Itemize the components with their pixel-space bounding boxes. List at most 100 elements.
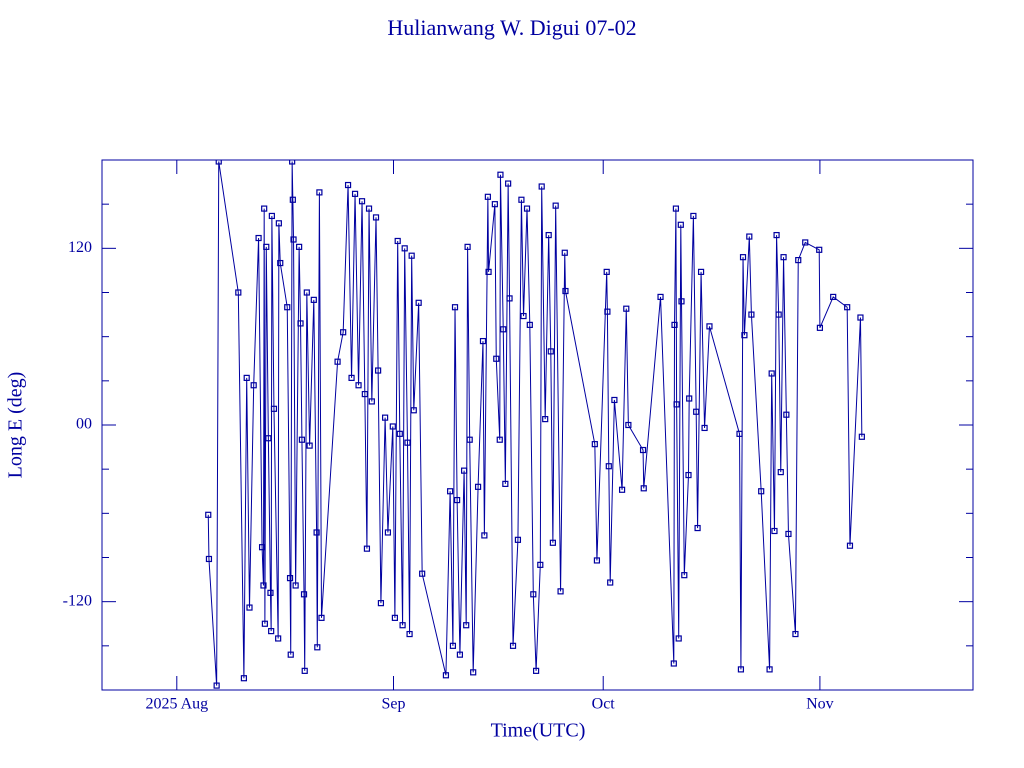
data-point <box>552 202 559 209</box>
data-point <box>215 160 222 165</box>
data-point <box>514 536 522 543</box>
data-point <box>604 308 611 315</box>
data-point <box>358 198 366 205</box>
data-point <box>372 214 380 221</box>
data-point <box>213 682 220 689</box>
data-point <box>694 524 701 532</box>
data-point <box>538 183 545 190</box>
data-point <box>292 582 299 589</box>
data-point <box>310 296 317 303</box>
data-point <box>509 642 517 649</box>
data-point <box>549 539 556 546</box>
data-point <box>593 557 601 564</box>
data-point <box>355 382 362 389</box>
data-line <box>207 161 863 686</box>
data-point <box>591 441 598 448</box>
data-point <box>235 289 242 296</box>
data-point <box>474 483 482 490</box>
data-point <box>603 268 610 275</box>
y-tick-label: 120 <box>68 239 92 256</box>
data-point <box>844 304 851 311</box>
data-point <box>275 635 282 642</box>
data-point <box>361 390 368 398</box>
data-point <box>382 414 389 421</box>
data-point <box>520 312 527 320</box>
x-tick-label: 2025 Aug <box>145 696 208 713</box>
data-point <box>618 486 626 493</box>
data-point <box>351 190 359 197</box>
data-point <box>384 529 392 536</box>
data-point <box>270 405 278 412</box>
data-point <box>785 530 792 538</box>
data-point <box>265 435 272 442</box>
data-point <box>255 234 262 242</box>
data-point <box>363 545 371 552</box>
data-point <box>491 201 498 208</box>
data-point <box>780 254 787 261</box>
data-point <box>461 467 468 474</box>
data-point <box>261 620 268 627</box>
data-point <box>526 321 533 328</box>
data-point <box>246 604 253 611</box>
data-point <box>611 396 618 404</box>
data-point <box>500 326 507 333</box>
data-point <box>298 436 306 443</box>
data-point <box>792 630 799 638</box>
data-point <box>449 642 457 649</box>
data-point <box>404 439 411 446</box>
data-point <box>442 672 450 679</box>
data-point <box>677 221 684 228</box>
data-point <box>706 323 713 330</box>
data-point <box>672 205 680 212</box>
y-axis-label: Long E (deg) <box>5 372 27 479</box>
data-point <box>454 496 461 504</box>
data-point <box>408 252 415 259</box>
data-point <box>286 575 294 582</box>
data-point <box>561 249 568 256</box>
data-point <box>456 651 464 658</box>
data-point <box>284 304 291 311</box>
plot-area <box>205 160 865 689</box>
data-point <box>470 669 477 676</box>
data-point <box>670 660 677 667</box>
data-point <box>268 212 275 220</box>
data-point <box>485 268 492 275</box>
data-point <box>506 295 513 302</box>
data-point <box>301 667 308 674</box>
data-point <box>348 374 355 381</box>
data-point <box>518 196 525 203</box>
data-point <box>258 544 266 551</box>
data-point <box>783 411 790 418</box>
x-axis-label: Time(UTC) <box>491 720 586 742</box>
data-point <box>530 591 537 598</box>
data-point <box>481 532 488 539</box>
data-point <box>466 436 473 443</box>
data-point <box>671 321 678 328</box>
data-point <box>768 370 775 377</box>
data-point <box>484 193 491 200</box>
data-point <box>368 398 375 405</box>
data-point <box>290 236 297 243</box>
data-point <box>675 635 682 642</box>
data-point <box>758 488 765 495</box>
data-point <box>415 299 422 306</box>
data-point <box>205 555 213 563</box>
data-point <box>771 527 778 535</box>
data-point <box>766 666 773 673</box>
data-point <box>816 324 824 331</box>
data-point <box>746 233 753 240</box>
data-point <box>289 160 296 165</box>
data-point <box>736 430 743 437</box>
data-point <box>693 408 700 415</box>
data-point <box>497 171 504 178</box>
data-point <box>205 511 212 518</box>
data-point <box>289 196 296 203</box>
data-point <box>419 570 426 577</box>
data-point <box>493 355 500 362</box>
data-point <box>451 304 459 311</box>
data-point <box>748 311 755 318</box>
data-point <box>389 423 396 430</box>
data-point <box>605 463 612 470</box>
